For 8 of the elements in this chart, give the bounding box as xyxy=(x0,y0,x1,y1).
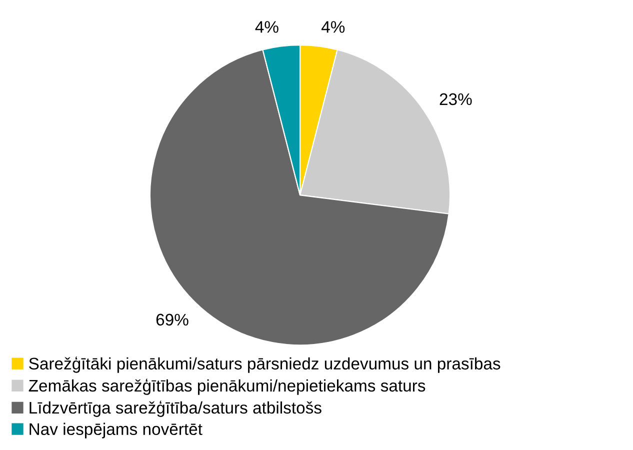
data-label: 4% xyxy=(255,21,278,33)
legend-label: Nav iespējams novērtēt xyxy=(30,422,202,438)
legend-label: Zemākas sarežģītības pienākumi/nepietiekams saturs xyxy=(28,378,426,395)
legend-label: Līdzvērtīga sarežģītība/saturs atbilstošs xyxy=(30,400,322,417)
data-label: 69% xyxy=(156,314,188,326)
data-label: 4% xyxy=(321,21,345,33)
data-label: 23% xyxy=(440,93,472,106)
legend-label: Sarežģītāki pienākumi/saturs pārsniedz uzdevumus un prasības xyxy=(29,356,500,373)
